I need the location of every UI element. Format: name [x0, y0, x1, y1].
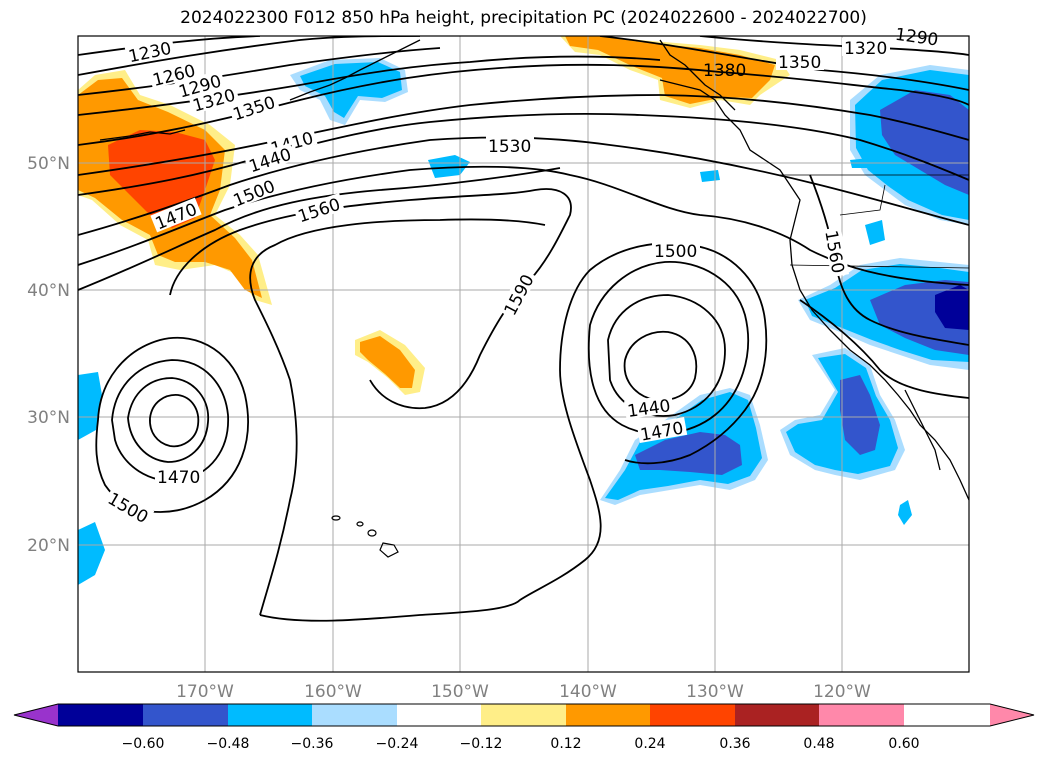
contour-line: [78, 36, 261, 56]
contour-line: [78, 165, 969, 286]
height-contours: [78, 36, 969, 622]
contour-line: [78, 94, 969, 176]
colorbar-segment: [735, 704, 819, 726]
colorbar-outline: [13, 703, 1035, 727]
contour-line-ridge: [169, 188, 572, 410]
precip-area-neg-mid-9: [78, 522, 105, 585]
contour-line: [78, 47, 441, 96]
border-state-2: [839, 184, 886, 216]
contour-line-1470-west: [111, 359, 229, 482]
precip-area-neg-mid-3: [700, 170, 720, 182]
map-title: 2024022300 F012 850 hPa height, precipit…: [180, 8, 867, 28]
colorbar-segment: [58, 704, 143, 726]
contour-label: 1380: [703, 61, 746, 81]
colorbar-segment: [650, 704, 735, 726]
colorbar-tick-label: 0.12: [550, 736, 581, 752]
contour-line: [799, 299, 969, 399]
lon-label: 160°W: [304, 682, 362, 702]
colorbar-tick-label: −0.12: [460, 736, 503, 752]
contour-label: 1500: [654, 242, 697, 262]
lon-label: 170°W: [176, 682, 234, 702]
precip-area-neg-max: [935, 285, 969, 330]
coastline-baja: [904, 389, 941, 471]
border-state-1: [789, 264, 969, 269]
colorbar-extend-high: [990, 704, 1034, 726]
precip-area-neg-mid-11: [865, 220, 885, 245]
colorbar-tick-label: 0.24: [634, 736, 665, 752]
lon-label: 120°W: [813, 682, 871, 702]
contour-line: [78, 167, 561, 291]
precip-area-neg-mid-8: [78, 372, 102, 440]
colorbar: −0.60 −0.48 −0.36 −0.24 −0.12 0.12 0.24 …: [13, 703, 1035, 752]
contour-label: 1320: [844, 39, 887, 59]
lat-label: 20°N: [27, 536, 70, 556]
coastline-aleutians: [99, 129, 186, 141]
contour-line: [78, 112, 969, 196]
colorbar-segment: [819, 704, 904, 726]
lat-label: 50°N: [27, 154, 70, 174]
colorbar-segment: [228, 704, 312, 726]
precip-area-neg-strong-3: [840, 375, 880, 455]
contour-label: 1530: [488, 137, 531, 157]
precip-area-neg-mid-10: [898, 500, 912, 525]
contour-label: 1470: [157, 468, 200, 488]
colorbar-tick-label: −0.24: [376, 736, 419, 752]
colorbar-tick-label: −0.48: [207, 736, 250, 752]
contour-line-1410-west: [149, 394, 200, 448]
lon-axis-labels: 170°W 160°W 150°W 140°W 130°W 120°W: [176, 682, 871, 702]
colorbar-segment: [397, 704, 481, 726]
colorbar-extend-low: [14, 704, 58, 726]
contour-line-1500-west: [95, 336, 249, 513]
lon-label: 140°W: [559, 682, 617, 702]
colorbar-tick-label: 0.36: [719, 736, 750, 752]
colorbar-segments: [58, 704, 904, 726]
contour-line-1440-low: [623, 330, 698, 402]
lat-label: 40°N: [27, 281, 70, 301]
precip-area-pos-mid-3: [565, 36, 775, 104]
contour-line-1590: [249, 218, 546, 616]
contour-line-1500-low: [587, 261, 749, 435]
colorbar-segment: [566, 704, 650, 726]
lon-label: 130°W: [686, 682, 744, 702]
colorbar-segment: [481, 704, 566, 726]
hawaii-islands: [331, 515, 399, 558]
colorbar-tick-label: 0.48: [803, 736, 834, 752]
colorbar-tick-label: −0.36: [291, 736, 334, 752]
colorbar-tick-labels: −0.60 −0.48 −0.36 −0.24 −0.12 0.12 0.24 …: [122, 736, 920, 752]
colorbar-segment: [143, 704, 228, 726]
precip-area-neg-strong: [880, 90, 969, 195]
lat-axis-labels: 50°N 40°N 30°N 20°N: [27, 154, 70, 556]
contour-line-1440-west: [127, 377, 209, 463]
lat-label: 30°N: [27, 408, 70, 428]
precip-area-pos-mid-2: [360, 336, 415, 388]
contour-label: 1350: [778, 53, 821, 73]
precip-area-neg-mid: [300, 62, 402, 118]
colorbar-tick-label: 0.60: [888, 736, 919, 752]
map-frame: [77, 35, 970, 673]
contour-line-1560: [259, 242, 768, 622]
colorbar-segment: [312, 704, 397, 726]
map-panel: 1230 1260 1290 1320 1350 1410 1440 1500 …: [77, 25, 970, 673]
coastline-bc: [659, 39, 736, 111]
contour-line-1560-east: [809, 174, 969, 346]
colorbar-tick-label: −0.60: [122, 736, 165, 752]
lon-label: 150°W: [431, 682, 489, 702]
